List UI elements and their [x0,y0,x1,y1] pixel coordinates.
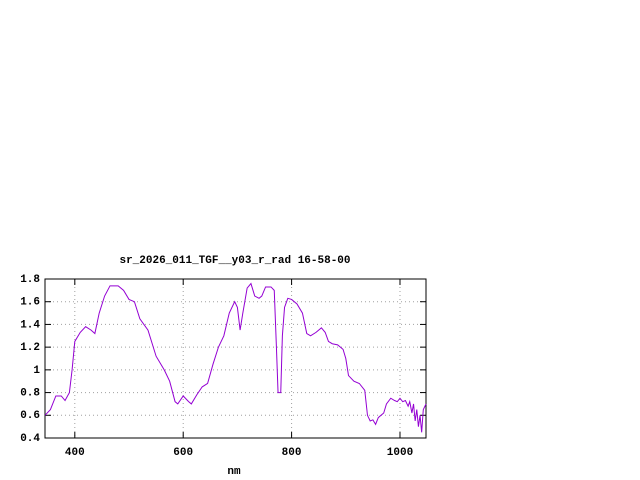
plot-border [44,278,427,439]
x-axis-label: nm [227,466,241,478]
x-tick-label: 800 [282,447,302,459]
y-tick-label: 1.2 [20,342,40,354]
y-tick-label: 1 [33,365,40,377]
y-tick-label: 1.6 [20,297,40,309]
data-line [44,282,427,433]
y-tick-label: 0.8 [20,387,40,399]
x-tick-label: 400 [65,447,85,459]
y-tick-label: 1.8 [20,274,40,286]
chart-title: sr_2026_011_TGF__y03_r_rad 16-58-00 [119,255,350,267]
y-tick-label: 0.4 [20,433,40,445]
y-tick-label: 1.4 [20,319,40,331]
y-tick-label: 0.6 [20,410,40,422]
x-tick-label: 1000 [387,447,413,459]
x-tick-label: 600 [173,447,193,459]
